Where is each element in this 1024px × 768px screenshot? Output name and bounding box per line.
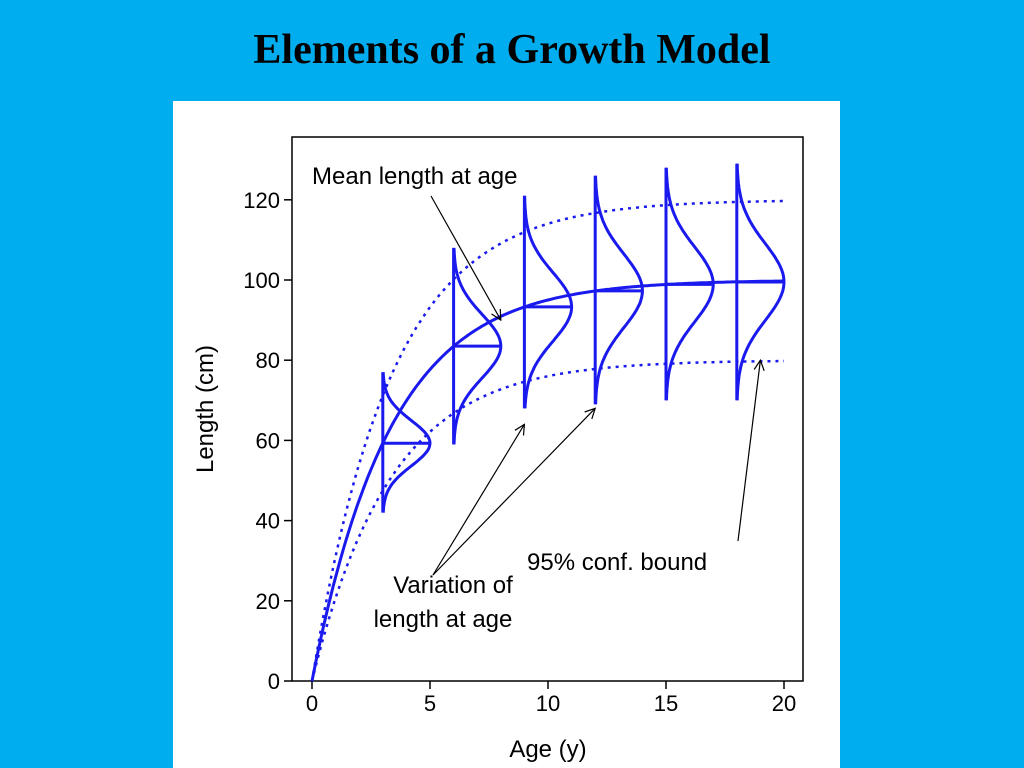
y-axis-label: Length (cm)	[192, 345, 219, 473]
length-distribution-curve	[664, 167, 715, 401]
annotation-arrow-mean	[430, 195, 501, 320]
y-tick-label: 100	[243, 268, 280, 293]
lower-bound-curve	[310, 359, 784, 682]
y-tick-label: 40	[256, 509, 280, 534]
y-tick-label: 0	[268, 669, 280, 694]
mean-growth-curve	[310, 279, 784, 682]
y-tick-label: 80	[256, 348, 280, 373]
figure-panel: 0 5 10 15 20 0 20 40 60 80 100 120 Age (y) Length (cm…	[173, 101, 840, 768]
y-tick-label: 60	[256, 428, 280, 453]
y-tick-label: 120	[243, 188, 280, 213]
x-tick-label: 15	[654, 691, 678, 716]
length-distribution-curve	[452, 247, 503, 445]
annotation-variation-line2: length at age	[374, 606, 513, 633]
annotation-arrow-variation	[432, 424, 524, 576]
x-tick-label: 20	[772, 691, 796, 716]
plot-frame	[291, 136, 804, 682]
annotation-variation-line1: Variation of	[393, 572, 513, 599]
annotation-conf-bound: 95% conf. bound	[527, 549, 707, 576]
y-tick-label: 20	[256, 589, 280, 614]
annotation-mean-length: Mean length at age	[312, 163, 518, 190]
growth-chart: 0 5 10 15 20 0 20 40 60 80 100 120 Age (y) Length (cm…	[192, 136, 804, 763]
annotation-arrow-conf	[737, 360, 760, 542]
x-tick-label: 10	[536, 691, 560, 716]
length-distribution-curve	[381, 372, 432, 513]
x-tick-label: 0	[306, 691, 318, 716]
upper-bound-curve	[310, 199, 784, 682]
x-axis-label: Age (y)	[509, 736, 586, 763]
x-tick-label: 5	[424, 691, 436, 716]
length-distribution-curve	[523, 195, 574, 409]
annotation-arrow-variation	[432, 408, 595, 576]
length-distribution-curve	[594, 175, 644, 405]
length-distribution-curve	[735, 163, 786, 401]
slide-title: Elements of a Growth Model	[253, 27, 771, 73]
